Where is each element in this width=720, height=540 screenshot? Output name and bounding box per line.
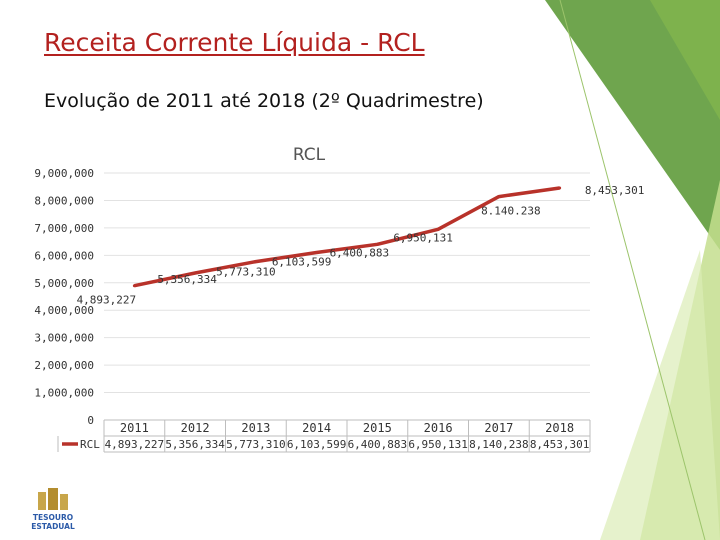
- table-cell: 6,400,883: [348, 438, 408, 451]
- svg-text:ESTADUAL: ESTADUAL: [31, 522, 75, 531]
- x-tick-label: 2015: [363, 421, 392, 435]
- data-label: 8,453,301: [585, 184, 645, 197]
- data-point: [436, 227, 440, 231]
- y-tick-label: 4,000,000: [34, 304, 94, 317]
- y-axis-tick-labels: 0 1,000,000 2,000,000 3,000,000 4,000,000 5,0…: [34, 167, 94, 427]
- deco-line: [559, 0, 706, 540]
- table-cell: 8,140,238: [469, 438, 529, 451]
- x-tick-label: 2017: [484, 421, 513, 435]
- data-point: [558, 186, 562, 190]
- table-cell: 4,893,227: [105, 438, 165, 451]
- deco-facet-dark: [545, 0, 720, 250]
- y-tick-label: 6,000,000: [34, 249, 94, 262]
- table-cell: 8,453,301: [530, 438, 590, 451]
- table-cell: 6,103,599: [287, 438, 347, 451]
- slide-subtitle: Evolução de 2011 até 2018 (2º Quadrimest…: [44, 90, 484, 112]
- x-tick-label: 2013: [241, 421, 270, 435]
- data-label: 5,356,334: [157, 273, 217, 286]
- data-label: 8.140.238: [481, 205, 541, 218]
- series-line-rcl: [134, 186, 560, 288]
- table-cell: 5,773,310: [226, 438, 286, 451]
- table-cell: 6,950,131: [408, 438, 468, 451]
- table-cell: 5,356,334: [165, 438, 225, 451]
- data-table: 2011 4,893,227 2012 5,356,334 2013 5,773,310 2…: [57, 419, 591, 453]
- y-tick-label: 1,000,000: [34, 387, 94, 400]
- slide-title: Receita Corrente Líquida - RCL: [44, 28, 425, 57]
- data-point: [132, 284, 136, 288]
- data-point: [193, 271, 197, 275]
- y-tick-label: 8,000,000: [34, 194, 94, 207]
- svg-text:TESOURO: TESOURO: [33, 513, 73, 522]
- y-tick-label: 2,000,000: [34, 359, 94, 372]
- y-tick-label: 9,000,000: [34, 167, 94, 180]
- data-label: 6,400,883: [330, 246, 390, 259]
- x-tick-label: 2018: [545, 421, 574, 435]
- x-tick-label: 2014: [302, 421, 331, 435]
- y-tick-label: 7,000,000: [34, 222, 94, 235]
- series-rcl: [132, 186, 562, 288]
- x-tick-label: 2012: [181, 421, 210, 435]
- data-labels: 4,893,227 5,356,3345,773,3106,103,5996,40…: [77, 184, 645, 307]
- x-tick-label: 2011: [120, 421, 149, 435]
- data-label: 6,103,599: [272, 255, 332, 268]
- deco-facet-mid: [650, 0, 720, 120]
- data-label: 5,773,310: [216, 266, 276, 279]
- data-point: [375, 242, 379, 246]
- x-tick-label: 2016: [424, 421, 453, 435]
- chart-title: RCL: [293, 145, 326, 165]
- y-tick-label: 0: [87, 414, 94, 427]
- data-point: [497, 195, 501, 199]
- data-label: 4,893,227: [77, 294, 137, 307]
- data-point: [254, 260, 258, 264]
- legend-label-rcl: RCL: [80, 438, 100, 451]
- y-tick-label: 5,000,000: [34, 277, 94, 290]
- deco-facet-pale: [600, 250, 720, 540]
- y-tick-label: 3,000,000: [34, 332, 94, 345]
- data-point: [315, 250, 319, 254]
- grid-lines: [104, 172, 590, 394]
- data-label: 6,950,131: [393, 231, 453, 244]
- tesouro-estadual-logo: TESOURO ESTADUAL: [31, 488, 75, 531]
